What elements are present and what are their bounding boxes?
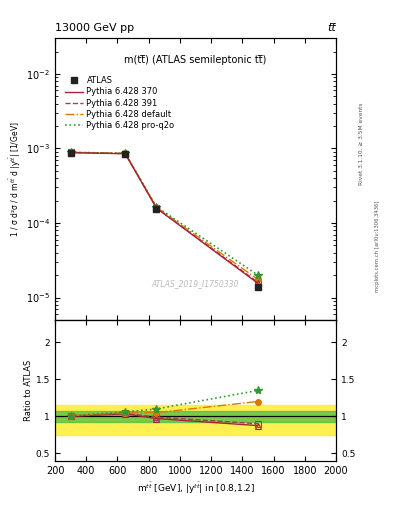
Pythia 6.428 pro-q2o	[255, 272, 260, 278]
ATLAS	[123, 151, 128, 157]
Text: mcplots.cern.ch [arXiv:1306.3436]: mcplots.cern.ch [arXiv:1306.3436]	[375, 200, 380, 291]
Pythia 6.428 default	[255, 276, 260, 283]
Pythia 6.428 391	[123, 151, 128, 157]
ATLAS	[255, 284, 260, 290]
Line: Pythia 6.428 pro-q2o: Pythia 6.428 pro-q2o	[71, 152, 258, 275]
Y-axis label: Ratio to ATLAS: Ratio to ATLAS	[24, 360, 33, 421]
Text: m(tt̅) (ATLAS semileptonic tt̅): m(tt̅) (ATLAS semileptonic tt̅)	[124, 55, 267, 66]
Pythia 6.428 370	[68, 150, 73, 156]
X-axis label: m$^{t\bar{t}}$ [GeV], |y$^{t\bar{t}}$| in [0.8,1.2]: m$^{t\bar{t}}$ [GeV], |y$^{t\bar{t}}$| i…	[137, 480, 254, 496]
Pythia 6.428 default	[68, 149, 73, 155]
Legend: ATLAS, Pythia 6.428 370, Pythia 6.428 391, Pythia 6.428 default, Pythia 6.428 pr: ATLAS, Pythia 6.428 370, Pythia 6.428 39…	[63, 75, 176, 132]
Text: Rivet 3.1.10, ≥ 3.5M events: Rivet 3.1.10, ≥ 3.5M events	[359, 102, 364, 185]
ATLAS	[154, 206, 159, 212]
Line: ATLAS: ATLAS	[68, 150, 261, 290]
Pythia 6.428 370	[154, 205, 159, 211]
Text: ATLAS_2019_I1750330: ATLAS_2019_I1750330	[152, 279, 239, 288]
Line: Pythia 6.428 391: Pythia 6.428 391	[71, 153, 258, 282]
Pythia 6.428 pro-q2o	[154, 204, 159, 210]
ATLAS	[68, 150, 73, 156]
Line: Pythia 6.428 default: Pythia 6.428 default	[71, 152, 258, 280]
Pythia 6.428 default	[154, 204, 159, 210]
Text: 13000 GeV pp: 13000 GeV pp	[55, 23, 134, 33]
Pythia 6.428 391	[255, 279, 260, 285]
Line: Pythia 6.428 370: Pythia 6.428 370	[71, 153, 258, 283]
Pythia 6.428 391	[68, 150, 73, 156]
Pythia 6.428 370	[255, 280, 260, 286]
Text: tt̅: tt̅	[327, 23, 336, 33]
Pythia 6.428 pro-q2o	[123, 151, 128, 157]
Y-axis label: 1 / σ d²σ / d m$^{t\bar{t}}$ d |y$^{t\bar{t}}$| [1/GeV]: 1 / σ d²σ / d m$^{t\bar{t}}$ d |y$^{t\ba…	[7, 121, 23, 237]
Pythia 6.428 default	[123, 151, 128, 157]
Pythia 6.428 pro-q2o	[68, 149, 73, 155]
Pythia 6.428 391	[154, 205, 159, 211]
Pythia 6.428 370	[123, 151, 128, 157]
